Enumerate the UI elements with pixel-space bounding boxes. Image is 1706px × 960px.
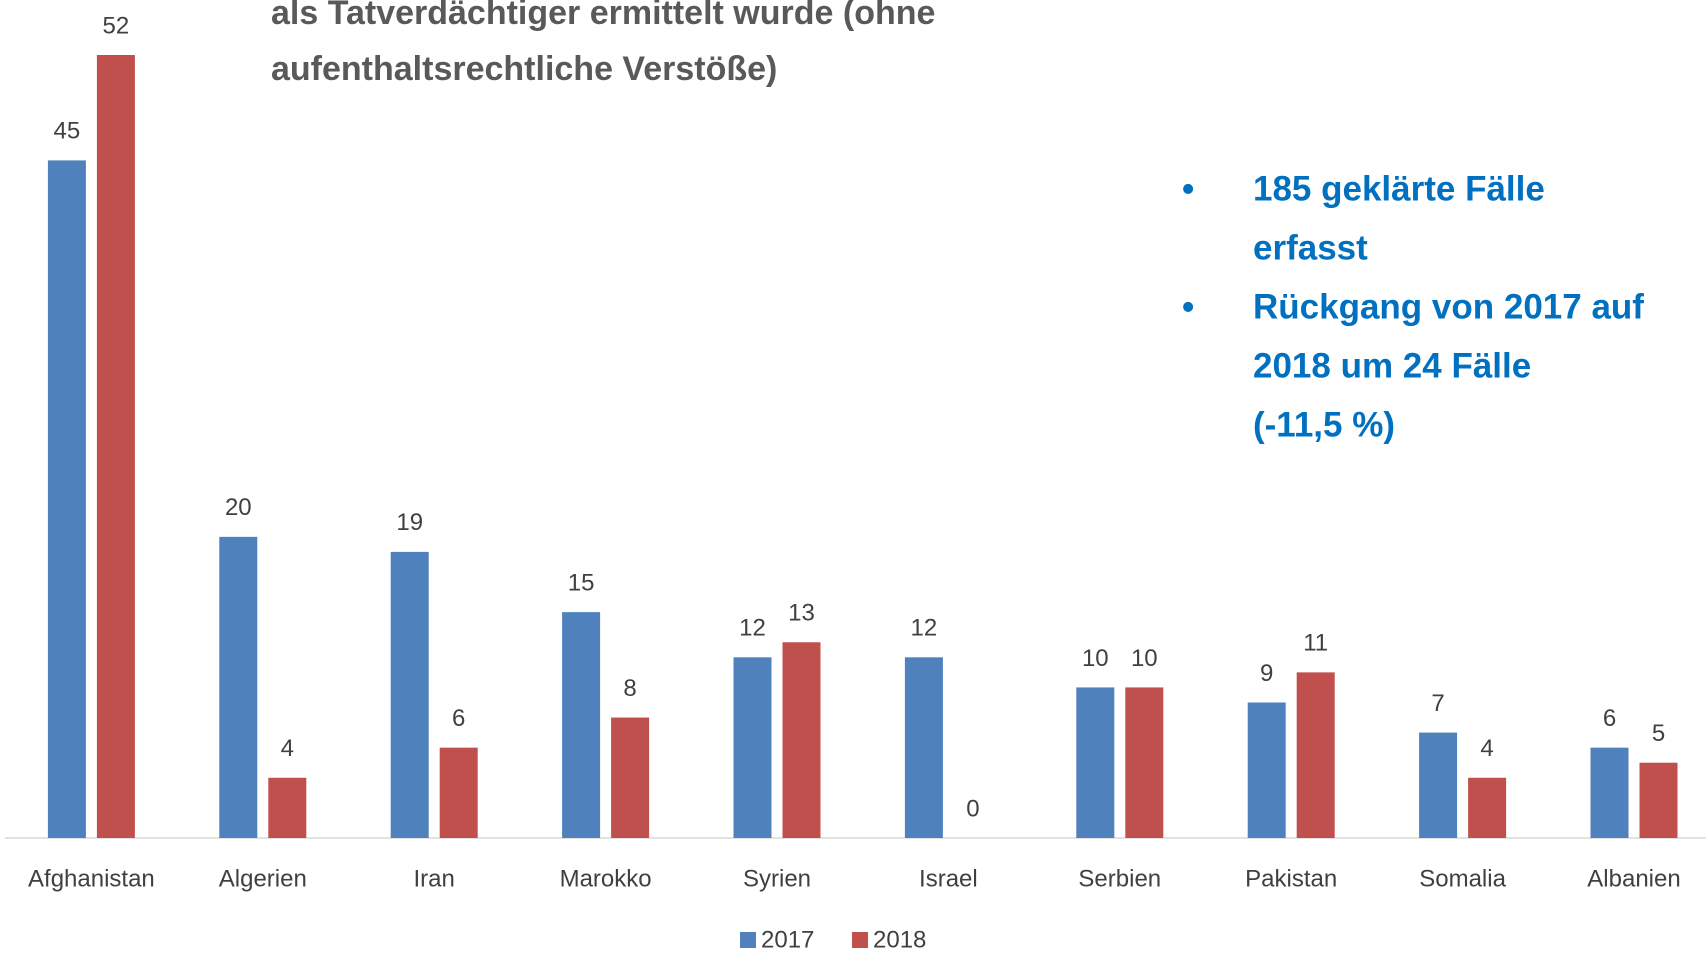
x-tick-label: Israel	[919, 865, 978, 892]
bar	[47, 160, 86, 839]
bar	[219, 536, 258, 838]
x-tick-label: Algerien	[219, 865, 307, 892]
bar	[1247, 702, 1286, 838]
data-label: 9	[1260, 660, 1273, 687]
bar	[439, 747, 478, 838]
x-tick-label: Pakistan	[1245, 865, 1337, 892]
bar	[733, 657, 772, 838]
annotation: 2018 um 24 Fälle	[1253, 346, 1531, 385]
data-label: 15	[568, 569, 595, 596]
x-tick-label: Albanien	[1587, 865, 1680, 892]
bar	[268, 777, 307, 838]
bar	[1296, 672, 1335, 838]
x-tick-label: Serbien	[1078, 865, 1161, 892]
annotation: 185 geklärte Fälle	[1253, 169, 1545, 208]
data-label: 10	[1082, 645, 1109, 672]
data-label: 52	[103, 12, 130, 39]
chart-title: als Tatverdächtiger ermittelt wurde (ohn…	[271, 0, 935, 32]
bar	[1076, 687, 1115, 838]
annotation: Rückgang von 2017 auf	[1253, 287, 1644, 326]
data-label: 4	[281, 735, 294, 762]
bar	[390, 551, 429, 838]
bar	[1639, 762, 1678, 838]
data-label: 7	[1431, 690, 1444, 717]
bar	[1590, 747, 1629, 838]
bar	[1125, 687, 1164, 838]
x-tick-label: Somalia	[1419, 865, 1506, 892]
data-label: 19	[396, 509, 423, 536]
bar	[1468, 777, 1507, 838]
legend-swatch	[852, 932, 868, 948]
legend-swatch	[740, 932, 756, 948]
data-label: 6	[1603, 705, 1616, 732]
bar	[904, 657, 943, 838]
x-tick-label: Iran	[414, 865, 455, 892]
data-label: 6	[452, 705, 465, 732]
legend-label: 2018	[873, 926, 926, 953]
data-label: 0	[966, 795, 979, 822]
bar	[96, 55, 135, 838]
data-label: 10	[1131, 645, 1158, 672]
annotation: erfasst	[1253, 228, 1368, 267]
data-label: 45	[54, 118, 81, 145]
data-label: 5	[1652, 720, 1665, 747]
legend-label: 2017	[761, 926, 814, 953]
bullet: •	[1182, 287, 1194, 326]
data-label: 11	[1303, 630, 1328, 657]
data-label: 12	[739, 615, 766, 642]
data-label: 13	[788, 600, 815, 627]
x-tick-label: Marokko	[560, 865, 652, 892]
data-label: 20	[225, 494, 252, 521]
data-label: 4	[1480, 735, 1493, 762]
bar	[611, 717, 650, 838]
bullet: •	[1182, 169, 1194, 208]
x-tick-label: Afghanistan	[28, 865, 155, 892]
bar	[562, 612, 601, 838]
data-label: 8	[623, 675, 636, 702]
bar	[1419, 732, 1458, 838]
data-label: 12	[911, 615, 938, 642]
chart-title: aufenthaltsrechtliche Verstöße)	[271, 50, 777, 88]
x-tick-label: Syrien	[743, 865, 811, 892]
bar	[782, 642, 821, 838]
annotation: (-11,5 %)	[1253, 405, 1395, 444]
